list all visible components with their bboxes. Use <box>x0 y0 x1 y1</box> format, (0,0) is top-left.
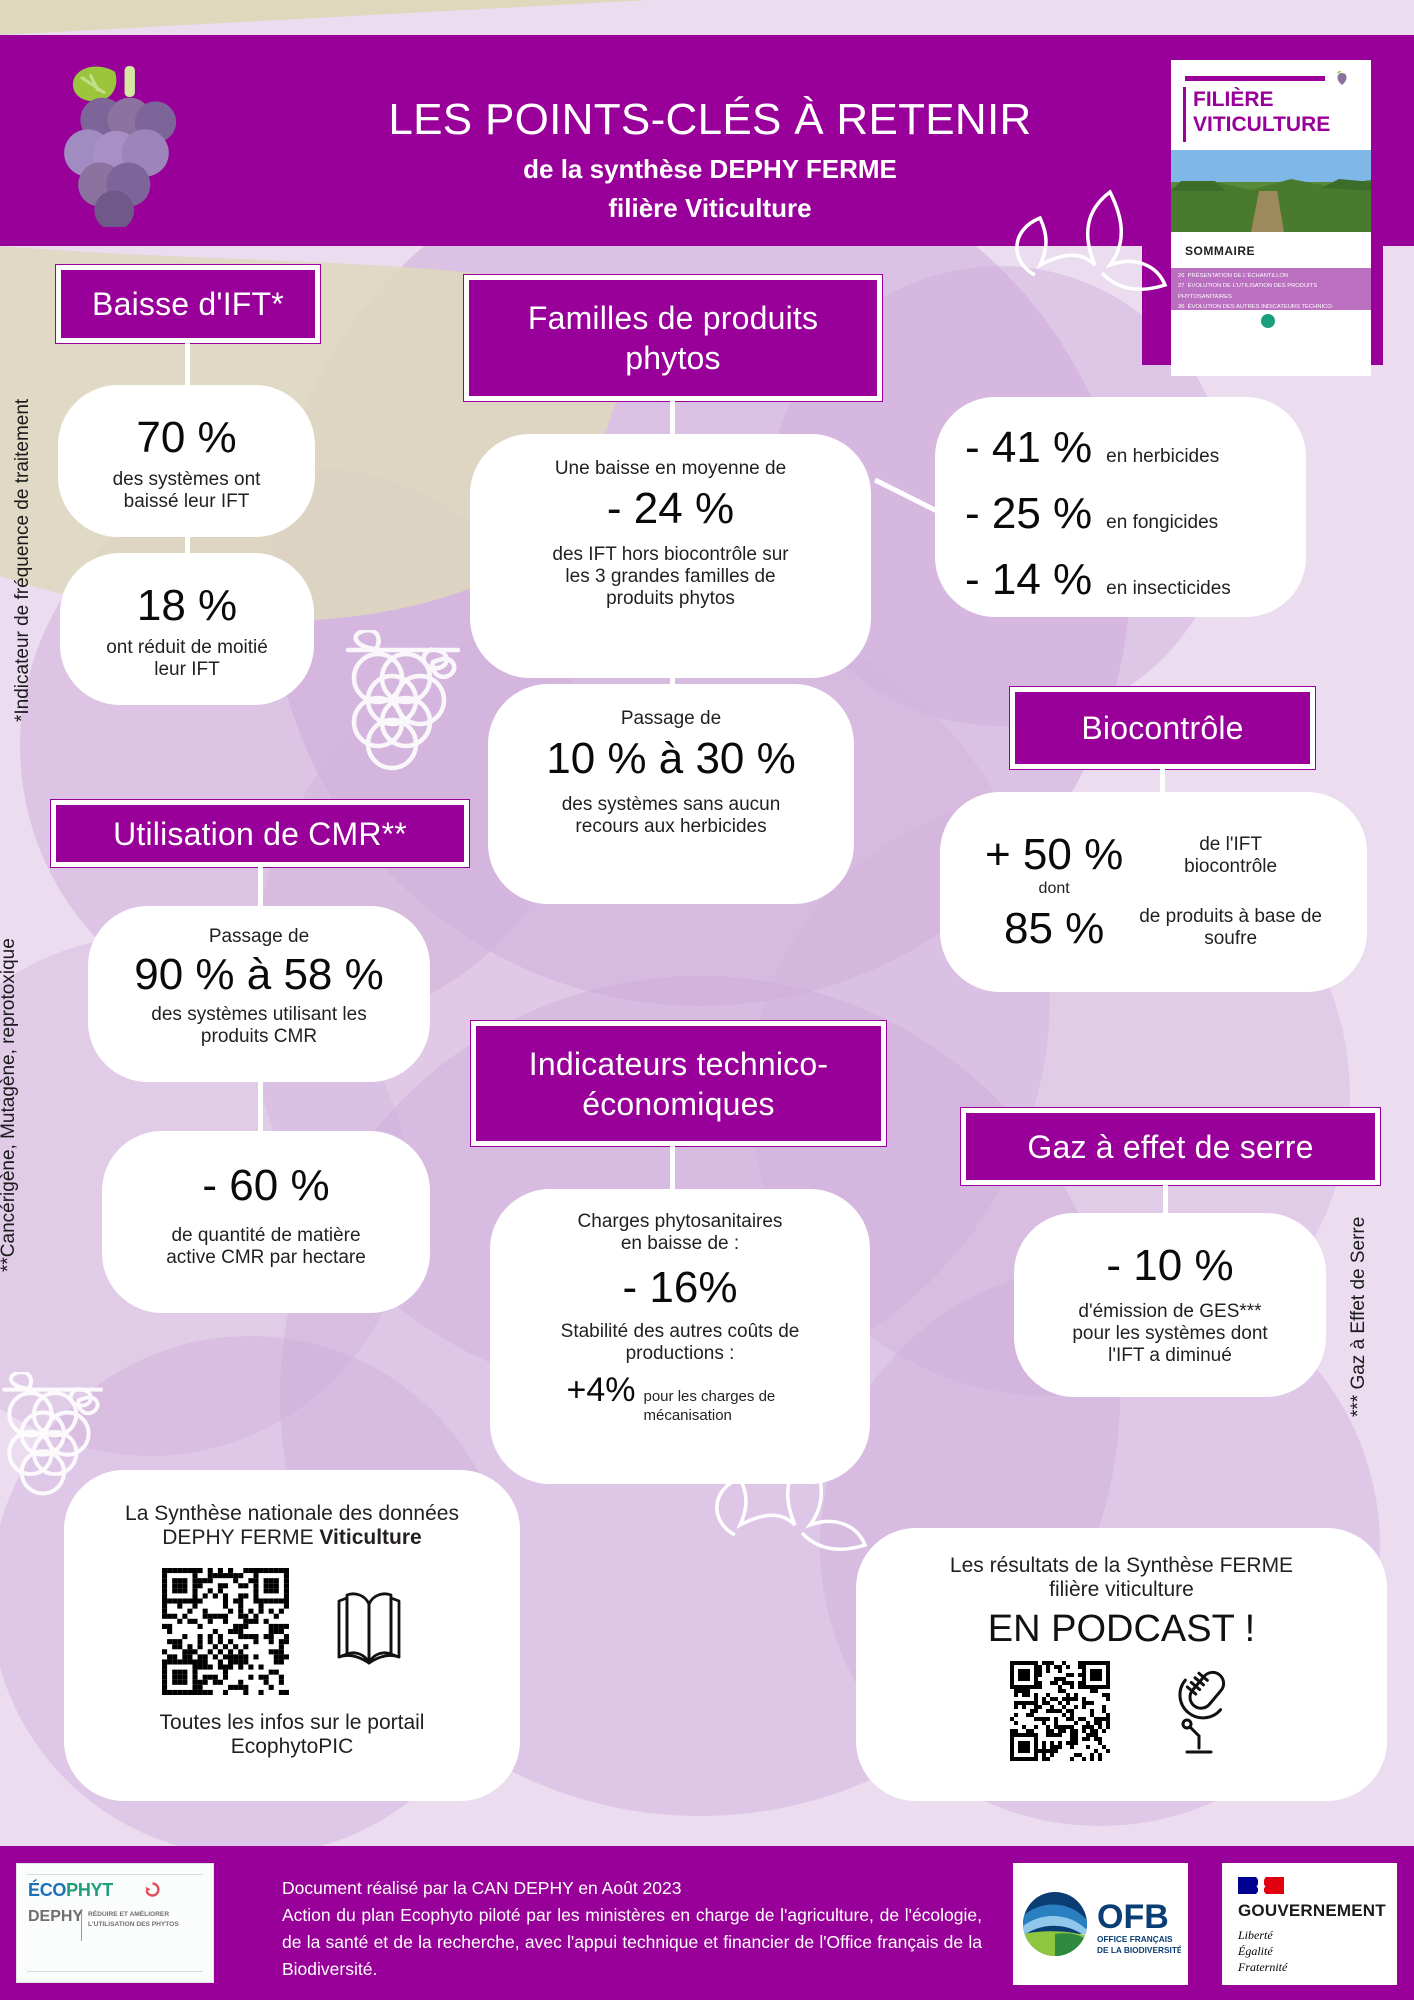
svg-text:OFFICE FRANÇAIS: OFFICE FRANÇAIS <box>1097 1934 1173 1944</box>
svg-text:OFB: OFB <box>1097 1898 1169 1936</box>
svg-text:DE LA BIODIVERSITÉ: DE LA BIODIVERSITÉ <box>1097 1945 1181 1955</box>
